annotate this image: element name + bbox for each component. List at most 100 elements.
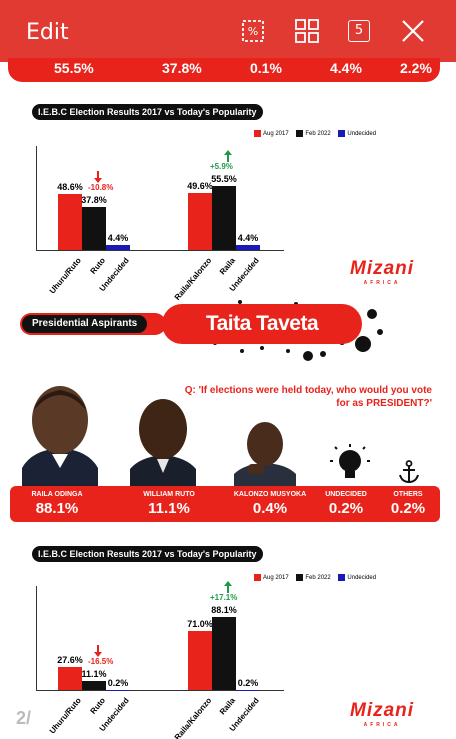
bar-value-label: 71.0% [187, 619, 213, 630]
logo-sub: AFRICA [363, 280, 401, 286]
legend-swatch-undecided [338, 574, 346, 581]
result-raila: RAILA ODINGA 88.1% [16, 486, 98, 517]
bar-value-label: 37.8% [81, 194, 107, 205]
y-axis [36, 586, 37, 690]
strip-value: 4.4% [330, 60, 362, 76]
bar [188, 631, 212, 690]
category-label: Raila [217, 696, 237, 717]
legend-swatch-feb [296, 574, 304, 581]
category-label: Ruto [88, 696, 107, 716]
logo-sub: AFRICA [363, 722, 401, 728]
legend-swatch-undecided [338, 130, 346, 137]
bar [82, 680, 106, 690]
bar-chart-2: 27.6% Uhuru/Ruto 11.1% Ruto 0.2% Undecided -16… [8, 538, 440, 739]
legend-swatch-aug [254, 574, 261, 581]
bar-chart-1: 48.6% Uhuru/Ruto 37.8% Ruto 4.4% Undecided -10… [8, 96, 440, 302]
aspirants-label: Presidential Aspirants [22, 315, 148, 333]
lightbulb-icon [330, 444, 370, 478]
svg-text:%: % [248, 25, 258, 38]
mizani-logo: Mizani AFRICA [350, 700, 414, 728]
bar [236, 244, 260, 250]
chart-panel-1: I.E.B.C Election Results 2017 vs Today's… [8, 96, 440, 302]
candidate-name: WILLIAM RUTO [143, 491, 195, 498]
strip-value: 55.5% [54, 60, 94, 76]
up-arrow-icon [224, 150, 232, 163]
bar-value-label: 49.6% [187, 180, 213, 191]
bar-value-label: 27.6% [57, 655, 83, 666]
result-undecided: UNDECIDED 0.2% [316, 486, 376, 517]
delta-label: -10.8% [88, 182, 114, 192]
poll-card [8, 296, 440, 532]
page-indicator: 2/ [16, 708, 32, 728]
down-arrow-icon [94, 170, 102, 183]
anchor-icon [399, 460, 419, 484]
bar [188, 192, 212, 250]
legend-label: Aug 2017 [263, 575, 289, 582]
result-kalonzo: KALONZO MUSYOKA 0.4% [224, 486, 316, 517]
category-label: Uhuru/Ruto [47, 696, 83, 736]
delta-label: -16.5% [88, 656, 114, 666]
poll-results-bar: RAILA ODINGA 88.1% WILLIAM RUTO 11.1% KA… [10, 486, 440, 522]
y-axis [36, 146, 37, 250]
candidate-pct: 0.2% [390, 500, 426, 517]
count-badge-label: 5 [354, 23, 364, 38]
bar-value-label: 4.4% [237, 232, 259, 243]
bar [106, 244, 130, 250]
legend-label: Undecided [347, 575, 377, 582]
county-title: Taita Taveta [162, 304, 362, 344]
bar-value-label: 11.1% [81, 668, 107, 679]
bar-value-label: 0.2% [107, 677, 129, 688]
candidate-name: KALONZO MUSYOKA [233, 491, 307, 498]
bar-value-label: 0.2% [237, 677, 259, 688]
result-others: OTHERS 0.2% [380, 486, 436, 517]
category-label: Uhuru/Ruto [47, 256, 83, 296]
candidate-pct: 0.2% [328, 500, 364, 517]
bar [58, 667, 82, 690]
legend-swatch-aug [254, 130, 261, 137]
category-label: Raila [217, 256, 237, 277]
bar [82, 206, 106, 250]
bar-value-label: 4.4% [107, 232, 129, 243]
down-arrow-icon [94, 644, 102, 657]
candidate-name: RAILA ODINGA [31, 491, 83, 498]
legend-label: Undecided [347, 131, 377, 138]
delta-label: +17.1% [210, 592, 238, 602]
previous-results-strip: 55.5% 37.8% 0.1% 4.4% 2.2% [8, 58, 440, 82]
logo-text: Mizani [350, 258, 415, 279]
legend-label: Feb 2022 [305, 131, 331, 138]
x-axis [36, 250, 284, 251]
chart-title: I.E.B.C Election Results 2017 vs Today's… [32, 546, 263, 562]
candidate-pct: 0.4% [252, 500, 288, 517]
bar-value-label: 88.1% [211, 604, 237, 615]
legend-swatch-feb [296, 130, 304, 137]
decorative-dots [213, 300, 383, 361]
presidential-aspirants-tag: Presidential Aspirants [20, 313, 166, 335]
william-ruto-photo [130, 399, 196, 486]
count-badge[interactable]: 5 [348, 20, 370, 42]
bar [212, 186, 236, 250]
legend-label: Aug 2017 [263, 131, 289, 138]
percent-crop-icon[interactable]: % [240, 18, 266, 44]
logo-text: Mizani [350, 700, 415, 721]
bar [212, 616, 236, 690]
grid-icon[interactable] [294, 18, 320, 44]
chart-title: I.E.B.C Election Results 2017 vs Today's… [32, 104, 263, 120]
strip-value: 2.2% [400, 60, 432, 76]
strip-value: 0.1% [250, 60, 282, 76]
delta-label: +5.9% [210, 162, 233, 172]
candidate-pct: 88.1% [35, 500, 79, 517]
poll-question: Q: 'If elections were held today, who wo… [184, 385, 432, 409]
close-icon[interactable] [400, 18, 426, 44]
x-axis [36, 690, 284, 691]
bar [58, 194, 82, 250]
bar-value-label: 55.5% [211, 174, 237, 185]
kalonzo-musyoka-photo [234, 422, 296, 486]
chart-panel-2: I.E.B.C Election Results 2017 vs Today's… [8, 538, 440, 739]
result-ruto: WILLIAM RUTO 11.1% [128, 486, 210, 517]
edit-button[interactable]: Edit [26, 20, 69, 45]
candidate-pct: 11.1% [148, 500, 190, 517]
category-label: Raila/Kalonzo [172, 696, 213, 739]
up-arrow-icon [224, 580, 232, 593]
candidate-name: OTHERS [393, 491, 423, 498]
strip-value: 37.8% [162, 60, 202, 76]
